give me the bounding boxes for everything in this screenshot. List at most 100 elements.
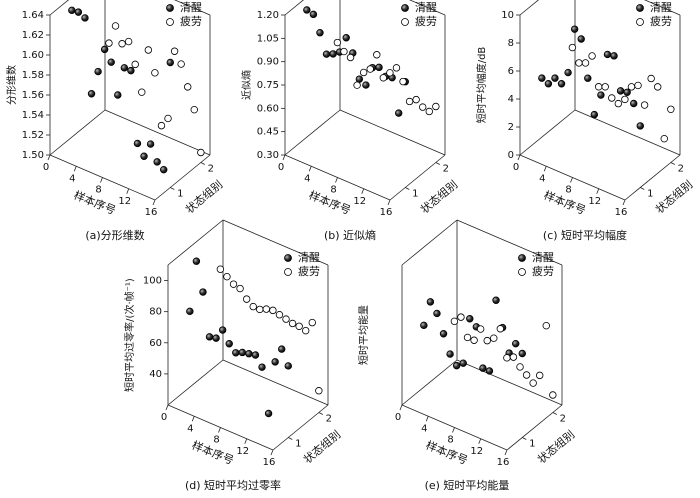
point bbox=[610, 52, 618, 60]
axis-line bbox=[49, 0, 69, 16]
x-tick-label: 16 bbox=[263, 457, 276, 468]
point bbox=[74, 8, 83, 16]
point bbox=[346, 53, 355, 62]
x-tick bbox=[270, 449, 274, 456]
x-tick-label: 12 bbox=[470, 446, 483, 457]
x-tick-label: 16 bbox=[497, 457, 510, 468]
point bbox=[597, 91, 605, 99]
axis-line bbox=[574, 109, 681, 156]
legend-label: 清醒 bbox=[298, 251, 320, 264]
point bbox=[459, 359, 467, 367]
point bbox=[362, 81, 370, 89]
point bbox=[333, 38, 342, 47]
point bbox=[432, 102, 440, 111]
z-tick-label: 8 bbox=[508, 38, 514, 49]
x-tick-label: 12 bbox=[353, 196, 366, 207]
x-tick-label: 4 bbox=[304, 173, 310, 184]
point bbox=[225, 340, 233, 348]
z-tick-label: 60 bbox=[149, 338, 162, 349]
x-tick bbox=[425, 416, 429, 422]
x-tick-label: 12 bbox=[236, 446, 249, 457]
z-tick-label: 1.56 bbox=[22, 90, 44, 101]
z-tick-label: 1.52 bbox=[22, 130, 44, 141]
point bbox=[426, 298, 435, 306]
z-tick-label: 4 bbox=[508, 94, 514, 105]
axis-line bbox=[456, 359, 563, 406]
point bbox=[205, 333, 214, 341]
x-tick-label: 8 bbox=[447, 435, 453, 446]
x-tick-label: 0 bbox=[278, 162, 284, 173]
y-axis-label: 状态组别 bbox=[418, 177, 461, 216]
legend-marker bbox=[284, 254, 292, 262]
x-tick-label: 0 bbox=[513, 162, 519, 173]
legend-label: 疲劳 bbox=[532, 264, 554, 278]
point bbox=[479, 364, 487, 372]
legend-label: 清醒 bbox=[532, 251, 554, 264]
point bbox=[278, 345, 286, 353]
point bbox=[340, 47, 348, 56]
axis-line bbox=[519, 109, 576, 156]
axis-line bbox=[456, 219, 563, 266]
point bbox=[483, 336, 491, 345]
y-axis-label: 状态组别 bbox=[653, 177, 696, 216]
axis-line bbox=[506, 404, 563, 451]
point bbox=[242, 295, 251, 303]
point bbox=[342, 34, 350, 42]
point bbox=[164, 114, 172, 123]
point bbox=[634, 81, 642, 90]
z-tick-label: 1.05 bbox=[257, 33, 279, 44]
x-tick bbox=[244, 438, 248, 444]
point bbox=[439, 330, 448, 338]
point bbox=[186, 307, 194, 316]
caption: (d) 短时平均过零率 bbox=[185, 478, 281, 492]
point bbox=[303, 6, 311, 14]
point bbox=[118, 40, 126, 48]
legend-marker bbox=[166, 4, 174, 12]
x-tick bbox=[399, 404, 403, 411]
x-tick bbox=[218, 427, 221, 433]
point bbox=[140, 152, 148, 160]
point bbox=[575, 59, 583, 67]
point bbox=[375, 63, 383, 72]
point bbox=[151, 69, 159, 77]
y-tick-label: 2 bbox=[560, 414, 566, 425]
point bbox=[131, 60, 139, 69]
z-axis-label: 短时平均能量 bbox=[357, 305, 370, 365]
x-tick bbox=[165, 404, 169, 411]
point bbox=[584, 74, 592, 82]
point bbox=[199, 288, 207, 296]
axis-line bbox=[167, 219, 224, 266]
legend-label: 疲劳 bbox=[180, 14, 202, 28]
point bbox=[399, 77, 407, 86]
x-tick bbox=[152, 199, 156, 206]
x-tick bbox=[387, 199, 391, 206]
point bbox=[197, 148, 205, 157]
point bbox=[485, 367, 494, 375]
point bbox=[551, 74, 559, 82]
y-tick-label: 1 bbox=[177, 189, 183, 200]
point bbox=[322, 50, 331, 58]
point bbox=[395, 109, 403, 117]
axis-line bbox=[643, 0, 681, 16]
point bbox=[184, 83, 192, 91]
point bbox=[379, 74, 388, 82]
y-tick bbox=[200, 162, 206, 165]
point bbox=[557, 80, 566, 88]
x-tick-label: 4 bbox=[69, 173, 75, 184]
axis-line bbox=[401, 359, 458, 406]
point bbox=[654, 83, 662, 91]
point bbox=[446, 350, 454, 358]
point bbox=[614, 99, 623, 108]
axis-line bbox=[339, 109, 446, 156]
x-tick bbox=[543, 166, 547, 172]
point bbox=[463, 333, 472, 342]
z-tick-label: 0 bbox=[508, 150, 514, 161]
point bbox=[512, 339, 520, 348]
y-tick bbox=[640, 187, 645, 190]
point bbox=[542, 321, 550, 330]
point bbox=[94, 67, 102, 76]
point bbox=[568, 43, 577, 52]
